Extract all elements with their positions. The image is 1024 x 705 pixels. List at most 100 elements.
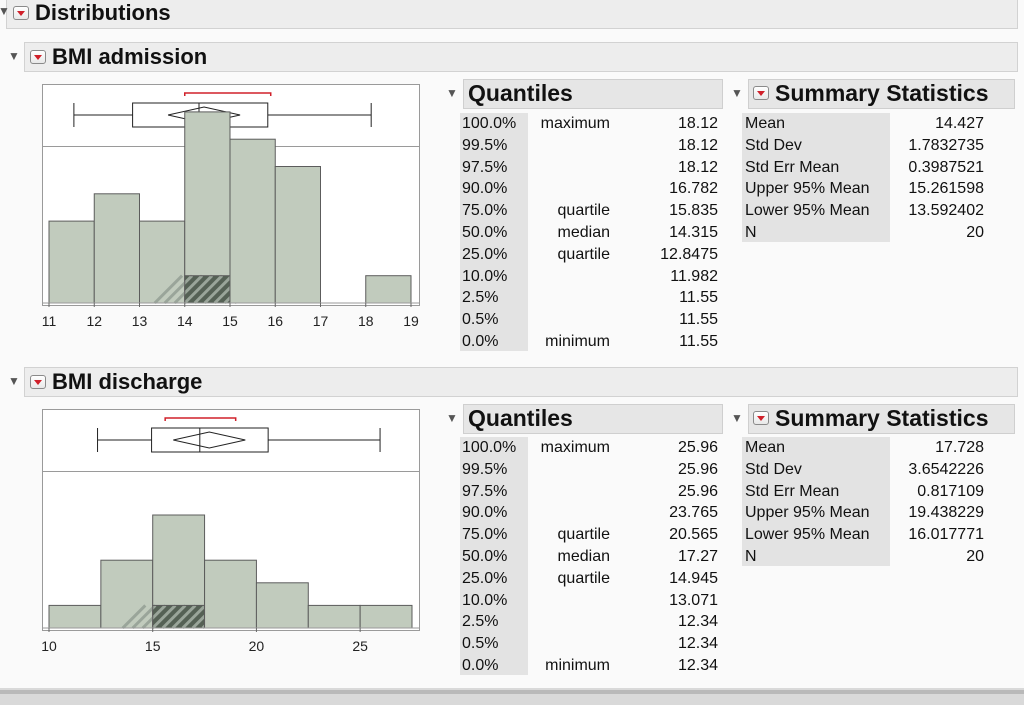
histogram-bar[interactable] [307, 604, 361, 629]
summary-stat-value: 13.592402 [908, 202, 984, 220]
x-tick-label: 19 [403, 313, 419, 329]
distributions-red-triangle-menu[interactable] [13, 6, 29, 20]
window-bottom-edge [0, 690, 1024, 694]
bmi-admission-quantiles-disclosure-icon[interactable]: ▼ [446, 86, 458, 100]
quantile-pct: 10.0% [462, 591, 508, 609]
x-tick-label: 18 [358, 313, 374, 329]
summary-stat-label: Std Err Mean [745, 482, 840, 500]
quantile-label: minimum [545, 333, 610, 350]
quantile-value: 11.55 [679, 289, 718, 307]
mean-diamond [173, 431, 246, 449]
quantile-pct: 2.5% [462, 289, 499, 307]
histogram-bar[interactable] [48, 220, 95, 304]
histogram-bar[interactable] [229, 138, 276, 304]
x-tick-label: 20 [249, 638, 265, 654]
quantile-pct: 50.0% [462, 548, 508, 565]
shortest-half-bracket [184, 92, 272, 96]
shortest-half-bracket [164, 417, 237, 421]
bmi-discharge-histogram[interactable]: 10 15 20 25 [41, 471, 420, 661]
bmi-admission-summary-red-triangle-menu[interactable] [753, 86, 769, 100]
bmi-admission-quantiles-title: Quantiles [468, 80, 573, 106]
quantile-pct: 0.0% [462, 333, 499, 350]
histogram-bar[interactable] [48, 604, 102, 629]
bmi-admission-boxplot[interactable] [42, 84, 420, 147]
quantile-pct: 97.5% [462, 482, 508, 500]
summary-stat-label: Std Err Mean [745, 158, 840, 176]
histogram-bar[interactable] [255, 582, 309, 629]
quantile-value: 18.12 [677, 158, 718, 176]
quantile-pct: 10.0% [462, 267, 508, 285]
bmi-discharge-quantiles-header [463, 404, 723, 434]
quantile-value: 12.34 [677, 657, 718, 674]
bmi-discharge-title: BMI discharge [52, 369, 203, 394]
x-tick-label: 10 [41, 638, 57, 654]
bmi-discharge-summary-red-triangle-menu[interactable] [753, 411, 769, 425]
iqr-box[interactable] [151, 427, 269, 453]
summary-stat-label: Lower 95% Mean [745, 202, 870, 220]
histogram-bar[interactable] [365, 275, 412, 304]
summary-stat-label: Std Dev [745, 136, 802, 154]
quantile-value: 12.8475 [660, 245, 718, 263]
bmi-admission-summary-title: Summary Statistics [775, 80, 989, 106]
quantile-label: maximum [540, 439, 610, 456]
quantile-value: 11.55 [679, 333, 718, 350]
summary-stat-label: Upper 95% Mean [745, 180, 870, 198]
quantile-value: 11.55 [679, 311, 718, 329]
bmi-admission-red-triangle-menu[interactable] [30, 50, 46, 64]
x-tick-label: 15 [145, 638, 161, 654]
distributions-disclosure-icon[interactable]: ▼ [0, 4, 10, 18]
x-tick-label: 12 [86, 313, 102, 329]
bmi-discharge-boxplot[interactable] [42, 409, 420, 472]
bmi-admission-disclosure-icon[interactable]: ▼ [8, 49, 20, 63]
summary-stat-value: 14.427 [935, 115, 984, 132]
quantile-pct: 100.0% [462, 439, 517, 456]
quantile-label: minimum [545, 657, 610, 674]
histogram-bar[interactable] [274, 166, 321, 304]
quantile-value: 15.835 [669, 202, 718, 220]
quantile-value: 16.782 [669, 180, 718, 198]
histogram-bar[interactable] [93, 193, 140, 304]
x-tick-label: 11 [42, 313, 57, 329]
quantile-pct: 25.0% [462, 569, 508, 587]
bmi-discharge-disclosure-icon[interactable]: ▼ [8, 374, 20, 388]
quantile-value: 25.96 [677, 439, 718, 456]
x-tick-label: 13 [132, 313, 148, 329]
bmi-admission-outline-header [24, 42, 1018, 72]
bmi-discharge-summary-table: Mean 17.728 Std Dev 3.6542226 Std Err Mean 0.… [742, 437, 992, 569]
bmi-admission-summary-table: Mean 14.427 Std Dev 1.7832735 Std Err Mean 0.… [742, 113, 992, 245]
x-tick-label: 14 [177, 313, 193, 329]
bmi-discharge-summary-label-column [742, 437, 890, 566]
quantile-value: 14.315 [669, 224, 718, 241]
quantile-value: 12.34 [677, 613, 718, 631]
x-tick-label: 17 [313, 313, 329, 329]
bmi-discharge-red-triangle-menu[interactable] [30, 375, 46, 389]
quantile-pct: 90.0% [462, 180, 508, 198]
bmi-discharge-summary-disclosure-icon[interactable]: ▼ [731, 411, 743, 425]
histogram-bar[interactable] [359, 604, 413, 629]
quantile-pct: 99.5% [462, 136, 508, 154]
quantile-label: quartile [557, 202, 610, 220]
quantile-value: 14.945 [669, 569, 718, 587]
quantile-pct: 0.5% [462, 311, 499, 329]
summary-stat-value: 1.7832735 [908, 136, 984, 154]
bmi-discharge-outline-header [24, 367, 1018, 397]
summary-stat-label: N [745, 548, 757, 565]
histogram-bar[interactable] [184, 111, 231, 304]
quantile-pct: 0.5% [462, 635, 499, 653]
bmi-admission-title: BMI admission [52, 44, 208, 69]
bmi-discharge-summary-header [748, 404, 1015, 434]
bmi-admission-summary-disclosure-icon[interactable]: ▼ [731, 86, 743, 100]
summary-stat-label: Std Dev [745, 460, 802, 478]
quantile-value: 20.565 [669, 526, 718, 544]
bmi-discharge-quantiles-disclosure-icon[interactable]: ▼ [446, 411, 458, 425]
quantile-pct: 99.5% [462, 460, 508, 478]
quantile-label: quartile [557, 569, 610, 587]
summary-stat-value: 0.3987521 [908, 158, 984, 176]
x-tick-label: 15 [222, 313, 238, 329]
summary-stat-value: 16.017771 [908, 526, 984, 544]
bmi-admission-histogram[interactable]: 11 12 13 14 15 16 17 18 19 [42, 111, 420, 329]
distributions-title: Distributions [35, 0, 171, 25]
histogram-bar[interactable] [204, 559, 257, 629]
x-tick-label: 25 [352, 638, 368, 654]
bmi-admission-quantiles-pct-column [460, 113, 528, 351]
